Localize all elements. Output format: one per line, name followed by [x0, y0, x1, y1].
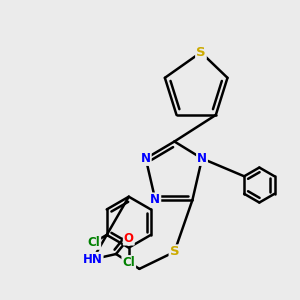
- Text: N: N: [141, 152, 151, 165]
- Text: Cl: Cl: [122, 256, 135, 269]
- Text: N: N: [150, 194, 160, 206]
- Text: S: S: [196, 46, 206, 59]
- Text: HN: HN: [83, 253, 103, 266]
- Text: O: O: [124, 232, 134, 244]
- Text: S: S: [169, 245, 179, 258]
- Text: N: N: [197, 152, 207, 165]
- Text: Cl: Cl: [88, 236, 100, 249]
